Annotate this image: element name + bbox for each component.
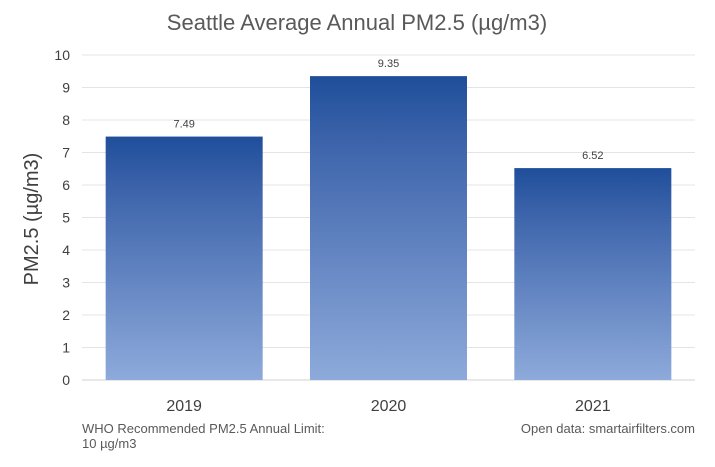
y-tick-label: 10	[54, 47, 70, 63]
bar-2020	[310, 76, 467, 380]
y-tick-label: 3	[62, 275, 70, 291]
y-tick-label: 9	[62, 80, 70, 96]
bar-2019	[105, 136, 263, 380]
x-tick-label-2020: 2020	[371, 398, 407, 415]
x-axis-categories: 2019 2020 2021	[166, 398, 610, 415]
chart-title: Seattle Average Annual PM2.5 (µg/m3)	[167, 10, 547, 35]
y-tick-label: 5	[62, 210, 70, 226]
data-label-2020: 9.35	[378, 58, 399, 70]
y-tick-label: 6	[62, 177, 70, 193]
data-labels: 7.49 9.35 6.52	[173, 58, 603, 162]
y-tick-label: 4	[62, 242, 70, 258]
data-label-2021: 6.52	[582, 150, 603, 162]
x-tick-label-2019: 2019	[166, 398, 202, 415]
who-limit-line-2: 10 µg/m3	[82, 436, 137, 451]
y-tick-label: 8	[62, 112, 70, 128]
y-tick-label: 7	[62, 145, 70, 161]
y-tick-label: 1	[62, 340, 70, 356]
who-limit-note: WHO Recommended PM2.5 Annual Limit: 10 µ…	[82, 421, 325, 451]
y-tick-label: 0	[62, 372, 70, 388]
data-label-2019: 7.49	[173, 119, 194, 131]
y-axis-label: PM2.5 (µg/m3)	[21, 153, 43, 286]
y-tick-label: 2	[62, 307, 70, 323]
data-source-note: Open data: smartairfilters.com	[520, 421, 695, 436]
bars	[105, 76, 672, 380]
y-axis-ticks: 0 1 2 3 4 5 6 7 8 9 10	[54, 47, 70, 388]
bar-2021	[514, 168, 672, 380]
who-limit-line-1: WHO Recommended PM2.5 Annual Limit:	[82, 421, 325, 436]
x-tick-label-2021: 2021	[575, 398, 611, 415]
